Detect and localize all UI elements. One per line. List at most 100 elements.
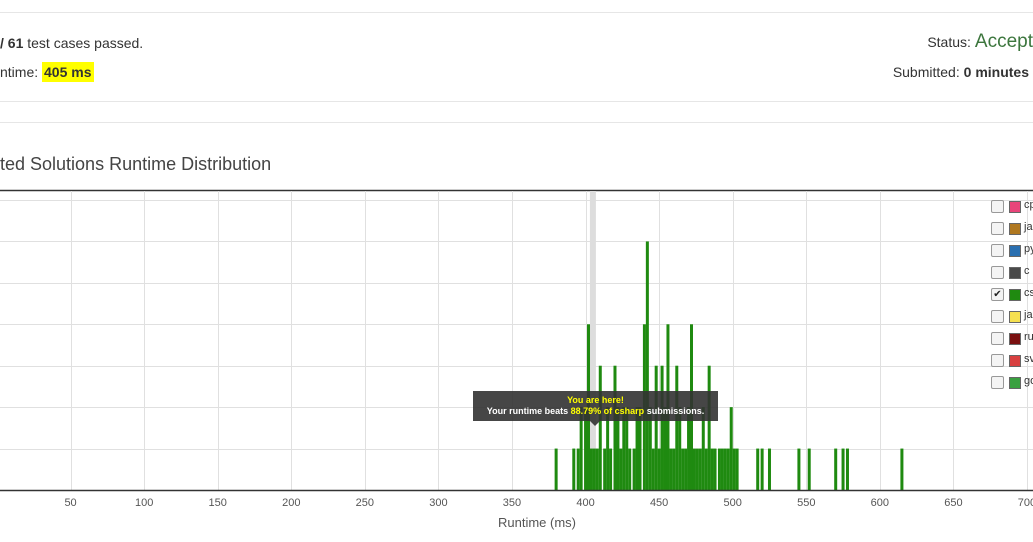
- histogram-bar: [807, 448, 811, 490]
- legend-label: sv: [1024, 353, 1033, 365]
- legend-swatch: [1009, 245, 1021, 257]
- histogram-bar: [681, 448, 685, 490]
- histogram-bar: [834, 448, 838, 490]
- histogram-bar: [635, 407, 639, 490]
- legend-label: cp: [1024, 199, 1033, 211]
- legend-swatch: [1009, 355, 1021, 367]
- x-tick-label: 450: [650, 497, 668, 509]
- histogram-bar: [554, 448, 558, 490]
- histogram-bar: [669, 448, 673, 490]
- histogram-bar: [609, 448, 613, 490]
- legend-checkbox[interactable]: [991, 266, 1004, 279]
- histogram-bar: [845, 448, 849, 490]
- histogram-bar: [660, 365, 664, 490]
- x-tick-label: 700: [1018, 497, 1033, 509]
- legend-checkbox[interactable]: [991, 354, 1004, 367]
- legend-label: go: [1024, 375, 1033, 387]
- histogram-bar: [701, 407, 705, 490]
- x-tick-label: 250: [356, 497, 374, 509]
- histogram-bar: [710, 448, 714, 490]
- histogram-bar: [651, 448, 655, 490]
- x-tick-label: 50: [64, 497, 76, 509]
- histogram-bar: [704, 448, 708, 490]
- tooltip-body: Your runtime beats 88.79% of csharp subm…: [473, 406, 718, 417]
- histogram-bar: [579, 407, 583, 490]
- histogram-bar: [687, 407, 691, 490]
- histogram-bar: [632, 448, 636, 490]
- legend-checkbox[interactable]: [991, 332, 1004, 345]
- legend-checkbox[interactable]: [991, 222, 1004, 235]
- tooltip-suffix: submissions.: [646, 406, 705, 416]
- submitted-time: Submitted: 0 minutes: [893, 64, 1029, 80]
- histogram-bar: [619, 448, 623, 490]
- histogram-bar: [713, 448, 717, 490]
- x-tick-label: 550: [797, 497, 815, 509]
- histogram-bar: [584, 407, 588, 490]
- histogram-bar: [606, 407, 610, 490]
- x-tick-label: 100: [135, 497, 153, 509]
- x-tick-label: 500: [724, 497, 742, 509]
- histogram-bar: [900, 448, 904, 490]
- x-axis-label: Runtime (ms): [498, 515, 576, 530]
- histogram-bar: [592, 448, 596, 490]
- tooltip-title: You are here!: [567, 395, 624, 405]
- status-value[interactable]: Accept: [974, 31, 1033, 52]
- tooltip-arrow: [590, 421, 600, 426]
- histogram-bar: [654, 365, 658, 490]
- legend-label: ja: [1024, 221, 1033, 233]
- tooltip-percent: 88.79% of csharp: [570, 406, 645, 416]
- histogram-bar: [760, 448, 764, 490]
- x-tick-label: 650: [944, 497, 962, 509]
- legend-label: cs: [1024, 287, 1033, 299]
- legend-label: ru: [1024, 331, 1033, 343]
- histogram-bar: [603, 448, 607, 490]
- test-cases-summary: / 61 test cases passed.: [0, 35, 143, 51]
- histogram-bar: [698, 448, 702, 490]
- histogram-bar: [622, 407, 626, 490]
- histogram-bar: [729, 407, 733, 490]
- runtime-value: 405 ms: [42, 62, 94, 82]
- legend-checkbox[interactable]: [991, 376, 1004, 389]
- histogram-bar: [645, 241, 649, 490]
- legend-checkbox[interactable]: [991, 244, 1004, 257]
- histogram-bar: [576, 448, 580, 490]
- histogram-bar: [732, 448, 736, 490]
- x-tick-label: 350: [503, 497, 521, 509]
- runtime-tooltip: You are here! Your runtime beats 88.79% …: [473, 391, 718, 421]
- histogram-bar: [841, 448, 845, 490]
- current-runtime-band: [589, 191, 596, 490]
- histogram-bar: [707, 365, 711, 490]
- submission-status: Status: Accept: [927, 31, 1033, 53]
- legend-checkbox[interactable]: ✔: [991, 288, 1004, 301]
- histogram-bar: [572, 448, 576, 490]
- tooltip-prefix: Your runtime beats: [486, 406, 569, 416]
- legend-swatch: [1009, 333, 1021, 345]
- histogram-bar: [695, 448, 699, 490]
- histogram-bar: [684, 448, 688, 490]
- histogram-bar: [663, 407, 667, 490]
- x-tick-label: 200: [282, 497, 300, 509]
- x-tick-label: 150: [209, 497, 227, 509]
- histogram-bar: [613, 365, 617, 490]
- histogram-bar: [595, 448, 599, 490]
- histogram-bar: [692, 448, 696, 490]
- x-tick-label: 300: [429, 497, 447, 509]
- histogram-bar: [756, 448, 760, 490]
- chart-title: ted Solutions Runtime Distribution: [0, 154, 272, 174]
- histogram-bar: [735, 448, 739, 490]
- submitted-label: Submitted:: [892, 64, 960, 80]
- legend-checkbox[interactable]: [991, 200, 1004, 213]
- histogram-bar: [797, 448, 801, 490]
- x-tick-label: 400: [576, 497, 594, 509]
- runtime-distribution-chart: 0501001502002503003504004505005506006507…: [0, 189, 1033, 530]
- histogram-bar: [720, 448, 724, 490]
- legend-swatch: [1009, 201, 1021, 213]
- histogram-bar: [723, 448, 727, 490]
- histogram-bar: [638, 407, 642, 490]
- runtime-summary: ntime: 405 ms: [0, 62, 94, 82]
- histogram-bar: [648, 407, 652, 490]
- mid-divider: [0, 101, 1033, 102]
- top-divider: [0, 12, 1033, 13]
- legend-swatch: [1009, 289, 1021, 301]
- legend-checkbox[interactable]: [991, 310, 1004, 323]
